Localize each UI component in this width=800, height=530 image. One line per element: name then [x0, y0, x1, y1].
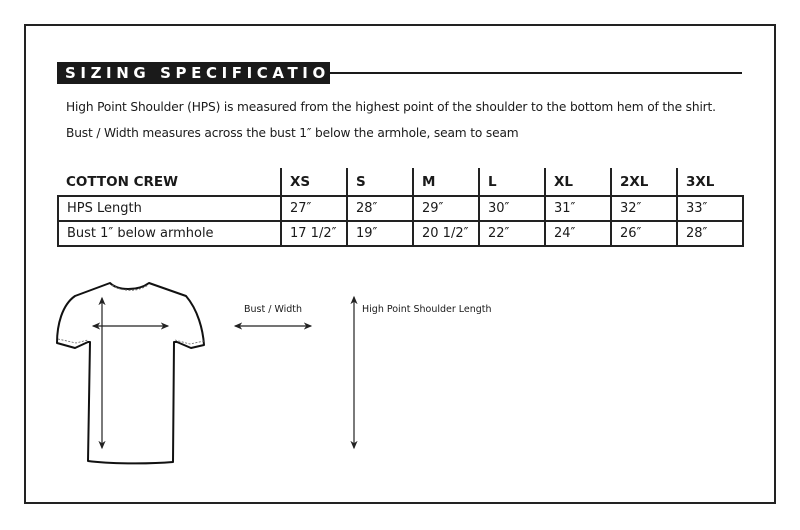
- header-cell: XS: [280, 168, 347, 196]
- header-cell: XL: [544, 168, 611, 196]
- table-cell: 29″: [412, 195, 480, 222]
- section-title: SIZING SPECIFICATIONS: [57, 62, 358, 84]
- header-cell: COTTON CREW: [66, 173, 179, 190]
- row-label: HPS Length: [57, 195, 282, 222]
- table-cell: 28″: [676, 220, 744, 247]
- table-cell: 26″: [610, 220, 678, 247]
- table-cell: 32″: [610, 195, 678, 222]
- border-frame: [24, 24, 776, 504]
- table-cell: 28″: [346, 195, 414, 222]
- hps-description: High Point Shoulder (HPS) is measured fr…: [66, 100, 716, 114]
- table-row: Bust 1″ below armhole 17 1/2″ 19″ 20 1/2…: [57, 220, 744, 247]
- header-cell: S: [346, 168, 413, 196]
- tshirt-icon: [56, 282, 205, 465]
- header-cell: 3XL: [676, 168, 743, 196]
- table-cell: 33″: [676, 195, 744, 222]
- table-cell: 31″: [544, 195, 612, 222]
- bust-description: Bust / Width measures across the bust 1″…: [66, 126, 519, 140]
- table-cell: 30″: [478, 195, 546, 222]
- hps-length-label: High Point Shoulder Length: [362, 304, 492, 315]
- table-cell: 20 1/2″: [412, 220, 480, 247]
- header-cell: M: [412, 168, 479, 196]
- bust-width-label: Bust / Width: [244, 304, 303, 315]
- table-header-row: COTTON CREW XS S M L XL 2XL 3XL: [58, 168, 743, 196]
- header-cell: 2XL: [610, 168, 677, 196]
- table-cell: 24″: [544, 220, 612, 247]
- header-cell: L: [478, 168, 545, 196]
- title-divider: [330, 72, 742, 74]
- table-cell: 22″: [478, 220, 546, 247]
- table-cell: 27″: [280, 195, 348, 222]
- table-row: HPS Length 27″ 28″ 29″ 30″ 31″ 32″ 33″: [57, 195, 744, 222]
- table-cell: 17 1/2″: [280, 220, 348, 247]
- row-label: Bust 1″ below armhole: [57, 220, 282, 247]
- size-table: COTTON CREW XS S M L XL 2XL 3XL HPS Leng…: [57, 168, 744, 247]
- table-cell: 19″: [346, 220, 414, 247]
